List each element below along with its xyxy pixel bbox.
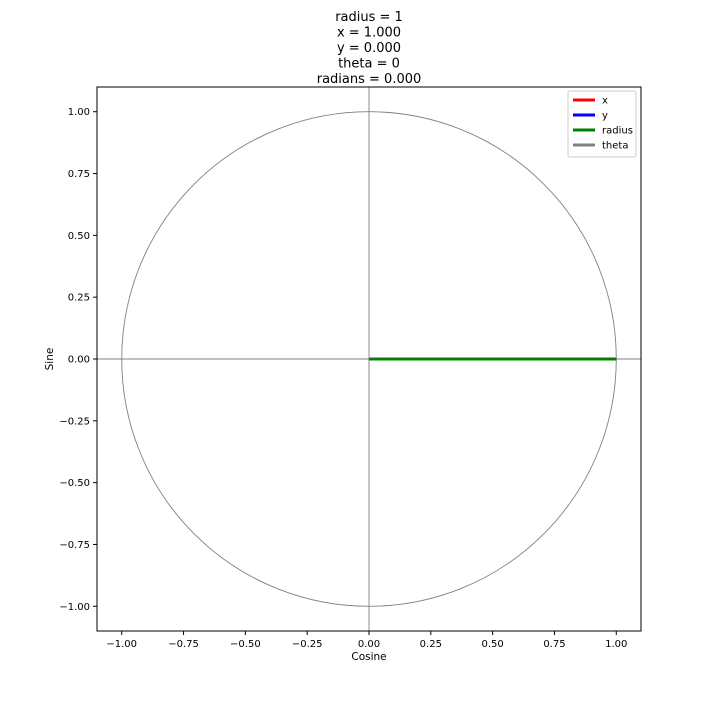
y-tick-label: −0.75 — [59, 540, 90, 551]
title-line: y = 0.000 — [337, 41, 401, 56]
title-line: radius = 1 — [335, 10, 403, 25]
legend-label-x: x — [602, 96, 608, 107]
x-tick-label: −0.50 — [230, 639, 261, 650]
axes: −1.00 −0.75 −0.50 −0.25 0.00 0.25 0.50 0.75 1.00… — [44, 86, 642, 663]
x-tick-label: 0.50 — [482, 639, 504, 650]
legend-label-radius: radius — [602, 126, 633, 137]
y-axis-label: Sine — [44, 348, 56, 371]
x-tick-label: −0.75 — [168, 639, 199, 650]
title-line: radians = 0.000 — [317, 72, 422, 87]
x-tick-label: −1.00 — [106, 639, 137, 650]
y-tick-label: 0.50 — [68, 231, 90, 242]
y-tick-label: 1.00 — [68, 107, 90, 118]
y-tick-label: −0.50 — [59, 478, 90, 489]
plot-area — [97, 87, 641, 631]
y-tick-label: −0.25 — [59, 416, 90, 427]
y-tick-label: 0.00 — [68, 355, 90, 366]
x-tick-label: 0.25 — [420, 639, 442, 650]
legend: xy radius theta — [567, 90, 637, 158]
title-line: x = 1.000 — [337, 26, 401, 41]
y-tick-label: 0.25 — [68, 293, 90, 304]
x-tick-label: 0.00 — [358, 639, 380, 650]
title-line: theta = 0 — [338, 57, 400, 72]
legend-label-theta: theta — [602, 141, 628, 152]
legend-label-y: y — [602, 111, 608, 122]
x-tick-label: −0.25 — [292, 639, 323, 650]
y-tick-label: 0.75 — [68, 169, 90, 180]
legend-box — [567, 90, 637, 158]
y-tick-label: −1.00 — [59, 602, 90, 613]
x-tick-label: 0.75 — [543, 639, 565, 650]
x-tick-label: 1.00 — [605, 639, 627, 650]
x-axis-label: Cosine — [351, 651, 386, 663]
